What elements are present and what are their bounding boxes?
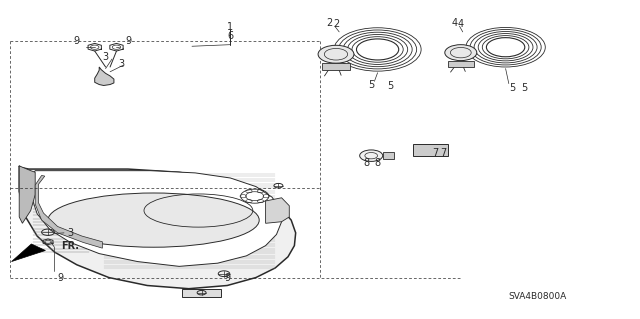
Text: 2: 2 <box>326 18 333 28</box>
Text: 5: 5 <box>368 80 374 91</box>
Text: 3: 3 <box>118 59 125 69</box>
Circle shape <box>318 45 354 63</box>
Text: 7: 7 <box>440 148 446 158</box>
Text: 9: 9 <box>125 36 131 47</box>
Circle shape <box>445 45 477 61</box>
Text: 6: 6 <box>227 31 234 41</box>
Polygon shape <box>31 171 282 266</box>
Ellipse shape <box>48 193 259 247</box>
Text: 3: 3 <box>102 52 109 62</box>
Text: 8: 8 <box>374 158 381 168</box>
Text: 3: 3 <box>67 228 74 238</box>
Text: 5: 5 <box>387 81 394 91</box>
Polygon shape <box>19 166 296 289</box>
Text: SVA4B0800A: SVA4B0800A <box>508 292 567 301</box>
Bar <box>448 61 474 67</box>
Text: 8: 8 <box>363 158 369 168</box>
Text: 4: 4 <box>451 18 458 28</box>
Polygon shape <box>95 67 114 85</box>
Polygon shape <box>12 244 45 262</box>
Text: 7: 7 <box>432 148 438 158</box>
Polygon shape <box>266 198 289 223</box>
Text: 4: 4 <box>458 19 464 29</box>
Bar <box>182 289 221 297</box>
Bar <box>322 63 350 70</box>
Polygon shape <box>19 166 35 223</box>
Polygon shape <box>35 175 102 248</box>
Text: 5: 5 <box>509 83 515 93</box>
Text: 2: 2 <box>333 19 339 29</box>
Text: 5: 5 <box>522 83 528 93</box>
Text: FR.: FR. <box>61 241 79 251</box>
Text: 9: 9 <box>224 272 230 283</box>
Text: 9: 9 <box>74 36 80 47</box>
Text: 9: 9 <box>58 272 64 283</box>
Bar <box>413 144 448 156</box>
Text: 1: 1 <box>227 22 234 32</box>
Bar <box>383 152 394 159</box>
Circle shape <box>360 150 383 161</box>
